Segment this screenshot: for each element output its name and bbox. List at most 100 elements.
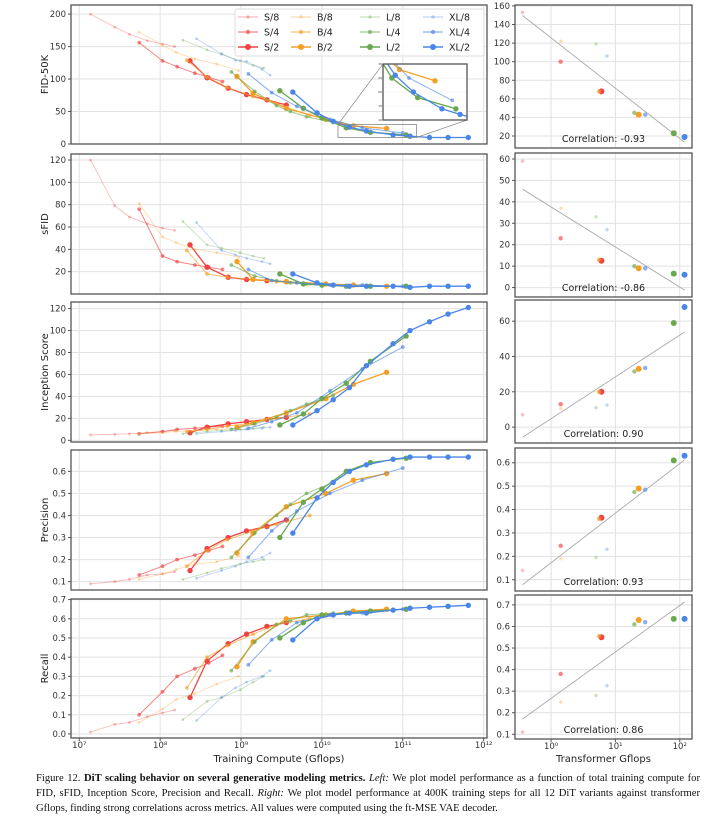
panel-left-sfid: 20 40 60 80 100 120 sFID — [40, 153, 488, 295]
data-point-XL-2 — [426, 134, 433, 141]
data-point-B-2 — [432, 78, 438, 84]
data-point-XL-8 — [233, 253, 237, 257]
data-point-XL-2 — [465, 134, 472, 141]
scatter-point-L-4 — [632, 622, 637, 627]
data-point-L-8 — [220, 429, 223, 432]
data-point-L-4 — [229, 427, 234, 432]
legend-marker — [367, 29, 373, 35]
data-point-XL-2 — [426, 319, 433, 325]
zoom-connector — [337, 63, 384, 125]
y-tick-label: 80 — [55, 201, 66, 211]
zoom-region-box — [337, 124, 417, 138]
data-point-B-8 — [237, 554, 240, 558]
y-tick-label: 150 — [50, 43, 66, 53]
data-point-B-4 — [225, 85, 230, 90]
correlation-label: Correlation: 0.90 — [564, 429, 644, 440]
scatter-point-XL-4 — [643, 266, 648, 271]
data-point-XL-8 — [245, 256, 248, 260]
data-point-B-8 — [215, 62, 219, 66]
data-point-S-4 — [137, 431, 142, 436]
y-tick-label: 50 — [55, 108, 66, 118]
data-point-XL-2 — [426, 604, 433, 610]
data-point-S-8 — [113, 204, 117, 208]
series-line-B-4 — [186, 618, 310, 689]
data-point-S-8 — [173, 708, 177, 712]
data-point-XL-8 — [220, 569, 223, 572]
legend-label: L/8 — [386, 13, 401, 24]
data-point-L-4 — [229, 555, 234, 560]
data-point-XL-2 — [290, 422, 296, 428]
data-point-S-8 — [173, 45, 177, 48]
panel-left-is: 0 20 40 60 80 100 120 Inception Score — [40, 301, 488, 446]
panel-right-fid: 20 40 60 80 100 120 140 160 Correlation: -0.93 — [494, 2, 693, 149]
data-point-XL-8 — [195, 221, 198, 224]
series-line-XL-2 — [292, 604, 469, 641]
zoom-connector — [416, 119, 468, 138]
series-line-XL-2 — [292, 456, 469, 534]
data-point-XL-4 — [328, 389, 332, 393]
data-point-XL-8 — [245, 680, 248, 684]
data-point-L-4 — [288, 408, 293, 413]
legend-marker — [430, 44, 436, 50]
data-point-L-2 — [277, 534, 283, 541]
data-point-B-2 — [234, 258, 240, 265]
data-point-XL-2 — [465, 602, 472, 609]
y-tick-label: 100 — [50, 75, 66, 85]
data-point-B-8 — [161, 235, 164, 239]
scatter-point-B-4 — [596, 516, 602, 522]
data-point-XL-2 — [290, 271, 296, 277]
scatter-point-S-4 — [558, 401, 563, 407]
data-point-XL-4 — [360, 125, 365, 130]
data-point-XL-2 — [410, 89, 417, 95]
data-point-L-4 — [252, 421, 257, 426]
legend-item-S-8: S/8 — [238, 13, 279, 24]
scatter-point-S-4 — [558, 671, 563, 677]
data-point-B-4 — [184, 58, 189, 63]
series-line-S-8 — [90, 571, 175, 585]
data-point-S-8 — [161, 42, 164, 46]
data-point-S-4 — [137, 573, 142, 577]
caption-right-label: Right: — [257, 788, 284, 799]
data-point-B-8 — [174, 430, 178, 433]
y-tick-label: 40 — [499, 113, 510, 123]
data-point-S-8 — [128, 215, 131, 219]
x-tick-label: 10¹⁰ — [313, 741, 331, 751]
plot-background — [515, 300, 692, 443]
y-tick-label: 0.7 — [496, 601, 510, 611]
series-line-S-4 — [138, 208, 223, 270]
data-point-B-2 — [383, 125, 390, 132]
trend-line — [522, 459, 685, 586]
data-point-S-4 — [220, 79, 225, 84]
data-point-XL-2 — [330, 282, 336, 288]
inset-plot: 10 15 20 25 30 — [378, 62, 468, 122]
caption-left-text: We plot model performance as a function … — [36, 773, 701, 799]
y-tick-label: 0.6 — [496, 622, 510, 632]
y-axis-label: sFID — [40, 213, 51, 235]
data-point-XL-4 — [246, 426, 251, 431]
x-tick-label: 10¹¹ — [394, 741, 412, 751]
data-point-XL-8 — [233, 686, 237, 690]
data-point-XL-8 — [220, 52, 223, 56]
legend-marker — [299, 15, 303, 19]
data-point-B-4 — [225, 643, 230, 648]
data-point-B-8 — [161, 707, 164, 711]
data-point-XL-2 — [346, 124, 353, 130]
data-point-XL-2 — [407, 454, 413, 460]
series-line-XL-8 — [196, 38, 271, 76]
data-point-XL-8 — [260, 555, 264, 559]
inset-tick-label: 30 — [378, 62, 382, 66]
data-point-L-4 — [274, 513, 279, 518]
legend-label: B/8 — [317, 13, 333, 24]
scatter-point-B-2 — [635, 617, 642, 624]
caption-right-text: We plot model performance at 400K traini… — [36, 788, 701, 814]
data-point-L-8 — [238, 688, 242, 692]
data-point-XL-2 — [290, 530, 296, 536]
plot-frame — [514, 594, 693, 740]
data-point-B-8 — [161, 43, 164, 47]
plot-background — [515, 595, 692, 739]
y-tick-label: 0.5 — [496, 482, 510, 492]
data-point-S-8 — [161, 572, 164, 576]
data-point-S-4 — [160, 58, 165, 63]
series-line-S-2 — [189, 519, 287, 571]
y-tick-label: 0 — [505, 423, 510, 433]
